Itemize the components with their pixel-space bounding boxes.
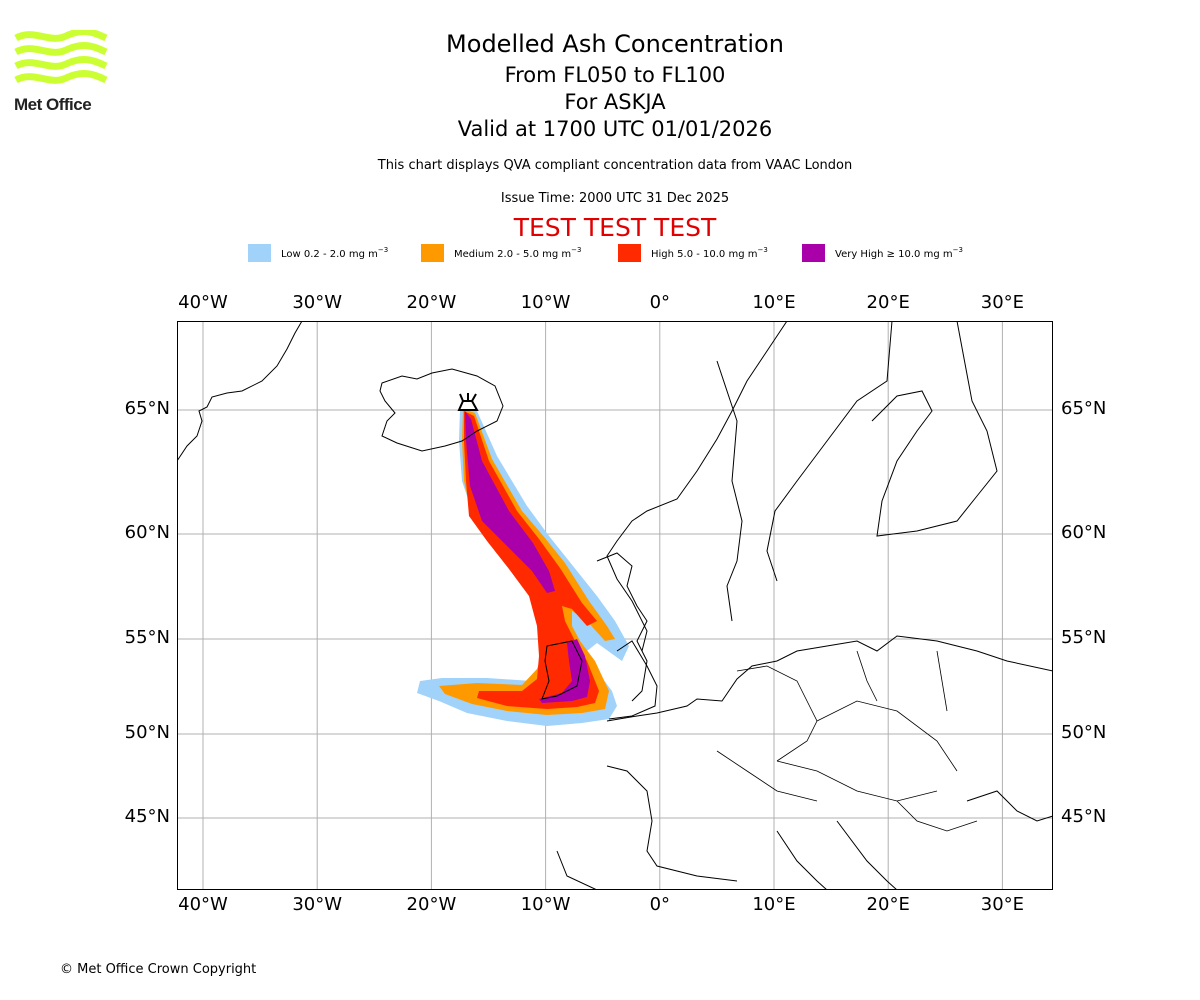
longitude-tick-label: 20°W [406, 894, 457, 915]
sweden-finland-border [716, 360, 743, 622]
latitude-tick-label: 60°N [124, 522, 170, 543]
ash-concentration-map [177, 321, 1053, 890]
ash-plume [417, 409, 629, 726]
longitude-tick-label: 30°E [980, 292, 1025, 313]
copyright-notice: © Met Office Crown Copyright [60, 962, 257, 977]
iceland-coast [379, 368, 504, 452]
volcano-subtitle: For ASKJA [564, 90, 666, 114]
legend-item-very-high: Very High ≥ 10.0 mg m−3 [802, 244, 963, 262]
longitude-tick-label: 10°E [752, 292, 796, 313]
scotland-coast [596, 552, 648, 702]
latitude-tick-label: 55°N [124, 627, 170, 648]
legend-label-medium: Medium 2.0 - 5.0 mg m−3 [454, 246, 582, 260]
latitude-tick-label: 65°N [124, 398, 170, 419]
flight-level-subtitle: From FL050 to FL100 [504, 63, 726, 87]
met-office-logo: Met Office [14, 28, 109, 114]
balkan-coast [836, 820, 898, 890]
country-borders [716, 650, 978, 832]
map-background [177, 321, 1053, 890]
chart-title: Modelled Ash Concentration [446, 30, 784, 58]
norway-coast [606, 321, 788, 652]
longitude-tick-label: 30°E [980, 894, 1025, 915]
latitude-tick-label: 50°N [1061, 722, 1107, 743]
ireland-coast [541, 640, 583, 700]
longitude-tick-label: 0° [649, 894, 671, 915]
legend-label-low: Low 0.2 - 2.0 mg m−3 [281, 246, 389, 260]
finland-coast [871, 321, 998, 537]
latitude-tick-label: 45°N [1061, 806, 1107, 827]
longitude-tick-label: 0° [649, 292, 671, 313]
legend-swatch-low [248, 244, 271, 262]
iberia-coast [556, 850, 598, 890]
issue-time: Issue Time: 2000 UTC 31 Dec 2025 [500, 191, 730, 206]
coastlines [177, 321, 1053, 890]
latitude-tick-label: 60°N [1061, 522, 1107, 543]
map-frame [177, 321, 1053, 890]
longitude-tick-label: 20°E [866, 894, 910, 915]
latitude-tick-label: 50°N [124, 722, 170, 743]
legend-item-low: Low 0.2 - 2.0 mg m−3 [248, 244, 388, 262]
longitude-tick-label: 10°W [520, 894, 571, 915]
met-office-logo-text: Met Office [14, 95, 92, 114]
longitude-tick-label: 40°W [178, 894, 228, 915]
latitude-tick-label: 45°N [124, 806, 170, 827]
longitude-tick-label: 20°W [406, 292, 457, 313]
latitude-tick-label: 65°N [1061, 398, 1107, 419]
legend-label-very-high: Very High ≥ 10.0 mg m−3 [835, 246, 963, 260]
gulf-of-bothnia-coast [766, 321, 893, 582]
black-sea-coast [966, 790, 1053, 822]
longitude-tick-label: 30°W [292, 894, 343, 915]
test-banner: TEST TEST TEST [513, 213, 717, 242]
france-coast [606, 765, 738, 882]
legend-swatch-medium [421, 244, 444, 262]
italy-coast [776, 830, 828, 890]
legend-swatch-very-high [802, 244, 825, 262]
legend-swatch-high [618, 244, 641, 262]
ash-very-high-region [465, 411, 590, 703]
met-office-waves-icon [14, 28, 108, 84]
volcano-icon [457, 393, 479, 411]
valid-time-subtitle: Valid at 1700 UTC 01/01/2026 [457, 117, 773, 141]
legend-item-high: High 5.0 - 10.0 mg m−3 [618, 244, 768, 262]
greenland-coast [177, 321, 303, 462]
continental-coast [606, 635, 1053, 722]
longitude-tick-label: 10°W [520, 292, 571, 313]
latitude-tick-label: 55°N [1061, 627, 1107, 648]
longitude-tick-label: 30°W [292, 292, 343, 313]
longitude-tick-label: 20°E [866, 292, 910, 313]
chart-description: This chart displays QVA compliant concen… [377, 158, 853, 173]
longitude-tick-label: 10°E [752, 894, 796, 915]
legend-item-medium: Medium 2.0 - 5.0 mg m−3 [421, 244, 581, 262]
legend-label-high: High 5.0 - 10.0 mg m−3 [651, 246, 768, 260]
england-coast [608, 640, 658, 720]
longitude-tick-label: 40°W [178, 292, 228, 313]
